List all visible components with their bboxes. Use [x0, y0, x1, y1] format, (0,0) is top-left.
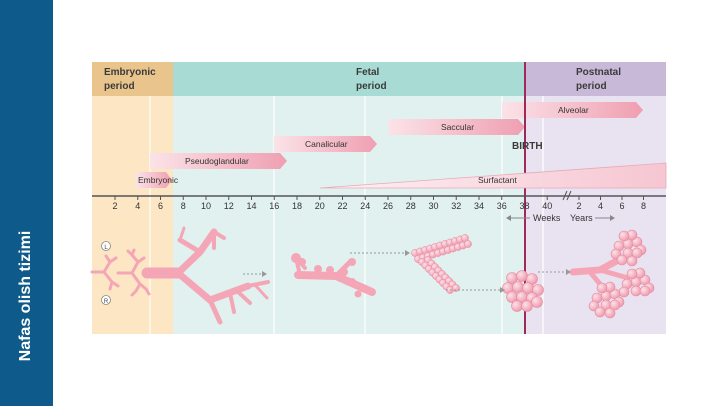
year-tick-label: 4 — [598, 201, 603, 211]
pseudoglandular-bronchial-tree — [141, 226, 270, 325]
week-tick-label: 38 — [519, 201, 529, 211]
canalicular-saccules — [291, 253, 366, 298]
week-tick-label: 26 — [383, 201, 393, 211]
canalicular-stage-bar — [274, 136, 377, 152]
week-tick-label: 28 — [406, 201, 416, 211]
progression-arrowheads — [262, 250, 571, 293]
pseudoglandular-stage-label: Pseudoglandular — [185, 156, 249, 166]
surfactant-wedge — [319, 162, 667, 189]
week-tick-label: 6 — [158, 201, 163, 211]
axis-break-icon — [562, 190, 572, 201]
embryonic-lung-bud-2 — [116, 248, 151, 297]
saccular-stage-label: Saccular — [441, 122, 474, 132]
fetal-header — [173, 62, 525, 96]
postnatal-period-title-2: period — [576, 81, 607, 92]
week-tick-label: 2 — [112, 201, 117, 211]
week-tick-label: 40 — [542, 201, 552, 211]
fetal-period-title-1: Fetal — [356, 67, 380, 78]
year-tick-label: 8 — [641, 201, 646, 211]
week-tick-label: 10 — [201, 201, 211, 211]
embryonic-header — [92, 62, 173, 96]
week-tick-label: 16 — [269, 201, 279, 211]
weeks-years-indicator: Weeks Years — [506, 213, 615, 223]
week-tick-labels: 2 4 6 8 10 12 14 16 18 20 22 24 26 28 30 32 34 36 38 40 — [112, 201, 552, 211]
axis-tick-marks — [114, 196, 644, 200]
year-tick-labels: 2 4 6 8 — [576, 201, 646, 211]
postnatal-header — [525, 62, 666, 96]
week-tick-label: 22 — [337, 201, 347, 211]
week-tick-label: 12 — [224, 201, 234, 211]
birth-alveoli-cluster — [502, 270, 544, 312]
embryonic-period-title-1: Embryonic — [104, 67, 156, 78]
canalicular-stage-label: Canalicular — [305, 139, 348, 149]
saccular-stage-bar — [388, 119, 525, 135]
week-tick-label: 18 — [292, 201, 302, 211]
week-tick-label: 32 — [451, 201, 461, 211]
embryonic-lung-bud-1 — [90, 254, 120, 291]
week-tick-label: 24 — [360, 201, 370, 211]
week-tick-label: 30 — [428, 201, 438, 211]
left-lung-marker: L — [101, 241, 111, 251]
embryonic-period-bg — [92, 62, 173, 334]
years-label: Years — [570, 213, 593, 223]
week-tick-label: 4 — [135, 201, 140, 211]
right-lung-marker: R — [101, 295, 111, 305]
svg-text:L: L — [104, 245, 108, 251]
sidebar: Nafas olish tizimi — [0, 0, 53, 406]
surfactant-label: Surfactant — [478, 175, 517, 185]
week-tick-label: 34 — [474, 201, 484, 211]
birth-label: BIRTH — [512, 141, 543, 152]
pseudoglandular-stage-bar — [150, 153, 287, 169]
postnatal-period-title-1: Postnatal — [576, 67, 621, 78]
alveolar-stage-label: Alveolar — [558, 105, 589, 115]
saccular-cluster — [411, 234, 472, 294]
weeks-label: Weeks — [533, 213, 561, 223]
embryonic-period-title-2: period — [104, 81, 135, 92]
postnatal-alveoli-clusters — [588, 229, 655, 319]
week-tick-label: 36 — [497, 201, 507, 211]
week-tick-label: 14 — [246, 201, 256, 211]
week-tick-label: 20 — [315, 201, 325, 211]
week-tick-label: 8 — [181, 201, 186, 211]
embryonic-stage-label: Embryonic — [138, 175, 179, 185]
progression-arrows — [243, 252, 566, 291]
year-tick-label: 6 — [619, 201, 624, 211]
alveolar-stage-bar — [502, 102, 643, 118]
embryonic-stage-bar — [136, 172, 172, 188]
year-tick-label: 2 — [576, 201, 581, 211]
svg-text:R: R — [104, 299, 109, 305]
fetal-period-title-2: period — [356, 81, 387, 92]
